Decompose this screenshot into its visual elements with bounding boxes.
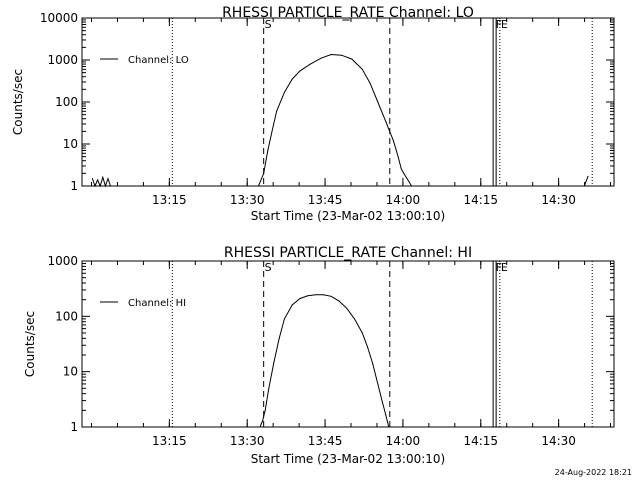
chart0-series-point-0-7 bbox=[110, 185, 112, 187]
chart0-series-point-0-11 bbox=[271, 130, 273, 132]
chart0-series-point-0-6 bbox=[107, 178, 109, 180]
chart1-series-point-0-2 bbox=[264, 409, 266, 411]
chart1-y-axis-label: Counts/sec bbox=[23, 311, 37, 377]
chart0-series-point-0-21 bbox=[361, 68, 363, 70]
chart1-series-point-0-4 bbox=[273, 361, 275, 363]
chart0-series-point-0-28 bbox=[403, 172, 405, 174]
chart1-series-point-0-9 bbox=[307, 295, 309, 297]
chart1-series-point-0-3 bbox=[268, 387, 270, 389]
chart0-y-tick-label-1: 10 bbox=[63, 137, 78, 151]
chart1-legend-label: Channel: HI bbox=[128, 298, 186, 309]
chart0-legend-label: Channel: LO bbox=[128, 55, 189, 66]
chart1-series-point-0-1 bbox=[262, 420, 264, 422]
chart0-y-axis-label: Counts/sec bbox=[11, 69, 25, 135]
chart0-x-tick-label-5: 14:30 bbox=[541, 193, 576, 207]
chart0-series-point-0-13 bbox=[283, 91, 285, 93]
panel-hi: RHESSI PARTICLE_RATE Channel: HI 13:15 13:… bbox=[23, 245, 615, 466]
chart0-series-point-0-10 bbox=[267, 150, 269, 152]
chart0-series-point-0-23 bbox=[377, 101, 379, 103]
chart1-series-line-0 bbox=[259, 294, 390, 428]
chart0-series-point-0-3 bbox=[99, 185, 101, 187]
chart0-marker-label-3: F bbox=[496, 18, 502, 31]
chart0-plot-frame bbox=[81, 17, 615, 187]
chart1-series-point-0-5 bbox=[278, 337, 280, 339]
chart1-x-tick-label-3: 14:00 bbox=[386, 434, 421, 448]
chart0-series-point-0-31 bbox=[587, 175, 589, 177]
chart0-series-point-0-12 bbox=[276, 110, 278, 112]
chart1-y-tick-label-2: 100 bbox=[55, 309, 78, 323]
chart0-series-point-0-0 bbox=[91, 178, 93, 180]
chart1-x-tick-label-1: 13:30 bbox=[230, 434, 265, 448]
chart1-series-point-0-23 bbox=[388, 426, 390, 428]
chart0-x-tick-label-0: 13:15 bbox=[152, 193, 187, 207]
chart1-series-point-0-14 bbox=[346, 307, 348, 309]
chart0-x-axis-label: Start Time (23-Mar-02 13:00:10) bbox=[251, 209, 445, 223]
chart0-series-point-0-24 bbox=[385, 120, 387, 122]
chart0-series-point-0-16 bbox=[309, 63, 311, 65]
chart0-title: RHESSI PARTICLE_RATE Channel: LO bbox=[222, 5, 474, 21]
chart1-series-point-0-13 bbox=[338, 300, 340, 302]
chart1-x-tick-label-2: 13:45 bbox=[308, 434, 343, 448]
chart1-y-tick-label-1: 10 bbox=[63, 365, 78, 379]
chart0-series-point-0-15 bbox=[299, 70, 301, 72]
chart1-y-tick-label-3: 1000 bbox=[47, 254, 78, 268]
panel-lo: RHESSI PARTICLE_RATE Channel: LO 13:15 13:… bbox=[11, 5, 615, 223]
chart0-series-point-0-4 bbox=[102, 176, 104, 178]
chart1-series-point-0-19 bbox=[377, 383, 379, 385]
chart0-series-line-0 bbox=[91, 53, 589, 188]
chart0-marker-label-1: S bbox=[265, 18, 272, 31]
chart0-x-tick-label-4: 14:15 bbox=[463, 193, 498, 207]
chart1-series-point-0-7 bbox=[291, 304, 293, 306]
chart0-y-tick-label-3: 1000 bbox=[47, 53, 78, 67]
chart1-series-point-0-20 bbox=[381, 400, 383, 402]
chart1-x-tick-label-5: 14:30 bbox=[541, 434, 576, 448]
chart1-title: RHESSI PARTICLE_RATE Channel: HI bbox=[224, 245, 472, 261]
chart0-y-tick-label-2: 100 bbox=[55, 95, 78, 109]
chart1-series-point-0-12 bbox=[330, 295, 332, 297]
chart0-marker-label-4: E bbox=[501, 18, 508, 31]
chart1-series-point-0-22 bbox=[387, 422, 389, 424]
chart0-series-point-0-17 bbox=[320, 57, 322, 59]
chart1-x-axis-label: Start Time (23-Mar-02 13:00:10) bbox=[251, 452, 445, 466]
chart0-series-point-0-26 bbox=[397, 156, 399, 158]
chart0-series-point-0-19 bbox=[341, 54, 343, 56]
chart1-x-tick-label-4: 14:15 bbox=[463, 434, 498, 448]
chart1-marker-label-3: F bbox=[496, 261, 502, 274]
chart1-series-point-0-17 bbox=[366, 346, 368, 348]
chart1-series-point-0-15 bbox=[353, 318, 355, 320]
chart0-x-tick-label-1: 13:30 bbox=[230, 193, 265, 207]
chart0-x-tick-label-3: 14:00 bbox=[386, 193, 421, 207]
chart0-series-point-0-8 bbox=[257, 185, 259, 187]
chart0-series-point-0-5 bbox=[104, 185, 106, 187]
chart1-series-point-0-8 bbox=[299, 298, 301, 300]
chart1-series-point-0-18 bbox=[372, 363, 374, 365]
chart1-y-tick-label-0: 1 bbox=[70, 420, 78, 434]
chart0-series-point-0-18 bbox=[330, 54, 332, 56]
chart1-x-tick-label-0: 13:15 bbox=[152, 434, 187, 448]
chart1-series-point-0-21 bbox=[385, 413, 387, 415]
chart0-series-point-0-1 bbox=[94, 185, 96, 187]
chart0-series-point-0-27 bbox=[400, 168, 402, 170]
chart0-y-tick-label-0: 1 bbox=[70, 179, 78, 193]
chart0-series-point-0-9 bbox=[263, 172, 265, 174]
chart0-series-point-0-2 bbox=[97, 179, 99, 181]
chart1-series-point-0-6 bbox=[283, 318, 285, 320]
chart0-series-point-0-25 bbox=[392, 140, 394, 142]
chart0-y-tick-label-4: 10000 bbox=[40, 11, 78, 25]
chart1-series-point-0-11 bbox=[322, 294, 324, 296]
footer-timestamp: 24-Aug-2022 18:21 bbox=[555, 468, 632, 477]
chart1-marker-label-1: S bbox=[265, 261, 272, 274]
chart0-series-point-0-20 bbox=[351, 58, 353, 60]
chart0-series-point-0-29 bbox=[411, 185, 413, 187]
chart1-series-point-0-10 bbox=[315, 294, 317, 296]
chart0-series-point-0-14 bbox=[291, 78, 293, 80]
chart0-series-point-0-30 bbox=[583, 185, 585, 187]
chart1-series-point-0-0 bbox=[259, 426, 261, 428]
chart0-series-point-0-22 bbox=[369, 82, 371, 84]
chart1-marker-label-4: E bbox=[501, 261, 508, 274]
chart1-series-point-0-16 bbox=[361, 332, 363, 334]
chart1-plot-frame bbox=[81, 260, 615, 428]
chart0-x-tick-label-2: 13:45 bbox=[308, 193, 343, 207]
